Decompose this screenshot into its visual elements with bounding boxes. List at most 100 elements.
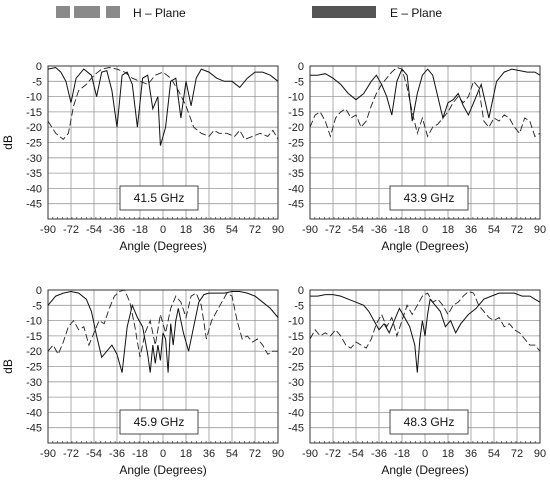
y-tick-label: -40 [26,407,42,419]
x-tick-label: -54 [348,224,364,236]
y-tick-label: -20 [288,346,304,358]
x-tick-label: 90 [272,448,284,460]
y-tick-label: -35 [288,168,304,180]
plot-frame [309,289,541,444]
x-tick-label: -18 [394,224,410,236]
x-tick-label: 36 [465,448,477,460]
y-tick-label: -15 [26,331,42,343]
y-tick-label: -45 [26,199,42,211]
y-tick-label: -20 [26,122,42,134]
x-tick-label: -90 [40,224,56,236]
y-axis-label: dB [1,135,15,150]
x-axis-label: Angle (Degrees) [119,463,206,477]
x-tick-label: 18 [180,224,192,236]
panel-1: -90 -72 -54 -36 -18 0 18 36 54 72 90 0 -5 -10 -15 -20 -2… [1,61,284,253]
y-tick-label: -30 [288,153,304,165]
x-tick-label: 36 [465,224,477,236]
x-tick-label: 72 [249,448,261,460]
x-tick-label: -54 [348,448,364,460]
y-tick-label: -5 [294,76,304,88]
x-tick-label: -18 [132,224,148,236]
panel-4: -90 -72 -54 -36 -18 0 18 36 54 72 90 0 -5 -10 -15 -20 -2… [288,285,546,477]
plot-frame [47,65,279,220]
x-tick-label: -90 [302,224,318,236]
y-tick-label: -45 [288,423,304,435]
e-plane-legend-swatch [312,6,376,18]
y-tick-label: -25 [288,362,304,374]
x-axis-label: Angle (Degrees) [381,239,468,253]
y-tick-label: -20 [288,122,304,134]
x-tick-label: 90 [534,448,546,460]
y-tick-label: -40 [288,407,304,419]
x-tick-label: 18 [442,448,454,460]
e-plane-series-line [47,290,279,373]
x-tick-label: 54 [226,224,238,236]
e-plane-series-line [47,66,279,146]
y-tick-label: -5 [32,76,42,88]
panel-2: -90 -72 -54 -36 -18 0 18 36 54 72 90 0 -5 -10 -15 -20 -2… [288,61,546,253]
e-plane-series-line [310,292,541,373]
y-tick-label: -45 [288,199,304,211]
y-tick-label: -40 [288,183,304,195]
frequency-label: 45.9 GHz [134,415,185,429]
frequency-label-box [389,409,469,435]
panel-3: -90 -72 -54 -36 -18 0 18 36 54 72 90 0 -5 -10 -15 -20 -2… [1,285,284,477]
x-tick-label: 72 [511,224,523,236]
x-tick-label: 18 [180,448,192,460]
legend: H – Plane E – Plane [56,6,442,20]
y-tick-label: -35 [26,168,42,180]
frequency-label-box [119,185,199,211]
x-axis-label: Angle (Degrees) [381,463,468,477]
x-tick-label: -36 [109,448,125,460]
x-tick-label: 36 [203,224,215,236]
y-tick-label: -45 [26,423,42,435]
plot-frame [47,289,279,444]
x-tick-label: 0 [160,448,166,460]
y-tick-label: -10 [288,316,304,328]
h-plane-legend-swatch-3 [106,6,120,18]
y-tick-label: -35 [288,392,304,404]
x-tick-label: -72 [325,448,341,460]
y-tick-label: -25 [26,138,42,150]
y-tick-label: -10 [26,92,42,104]
x-tick-label: 90 [272,224,284,236]
y-tick-label: -25 [26,362,42,374]
y-tick-label: 0 [36,285,42,297]
y-tick-label: -30 [26,153,42,165]
y-tick-label: -15 [26,107,42,119]
x-tick-label: 72 [249,224,261,236]
x-tick-label: -36 [371,448,387,460]
x-tick-label: -54 [86,448,102,460]
y-tick-label: -5 [32,300,42,312]
x-tick-label: -36 [371,224,387,236]
panels: -90 -72 -54 -36 -18 0 18 36 54 72 90 0 -5 -10 -15 -20 -2… [1,61,546,477]
y-tick-label: 0 [298,285,304,297]
frequency-label: 41.5 GHz [134,191,185,205]
h-plane-series-line [309,66,541,138]
y-tick-label: 0 [36,61,42,73]
x-tick-label: -54 [86,224,102,236]
x-tick-label: 54 [488,448,500,460]
y-tick-label: -15 [288,107,304,119]
frequency-label: 48.3 GHz [404,415,455,429]
frequency-label-box [389,185,469,211]
h-plane-legend-swatch-2 [74,6,100,18]
x-tick-label: -72 [63,448,79,460]
y-axis-label: dB [1,359,15,374]
plot-frame [309,65,541,220]
x-tick-label: 54 [488,224,500,236]
x-tick-label: 90 [534,224,546,236]
x-tick-label: 0 [422,224,428,236]
h-plane-series-line [47,67,279,141]
y-tick-label: -25 [288,138,304,150]
y-tick-label: -35 [26,392,42,404]
x-tick-label: 72 [511,448,523,460]
h-plane-legend-swatch-1 [56,6,70,18]
x-tick-label: 0 [422,448,428,460]
x-axis-label: Angle (Degrees) [119,239,206,253]
h-plane-series-line [309,290,541,352]
y-tick-label: -10 [288,92,304,104]
y-tick-label: -20 [26,346,42,358]
y-tick-label: -30 [26,377,42,389]
